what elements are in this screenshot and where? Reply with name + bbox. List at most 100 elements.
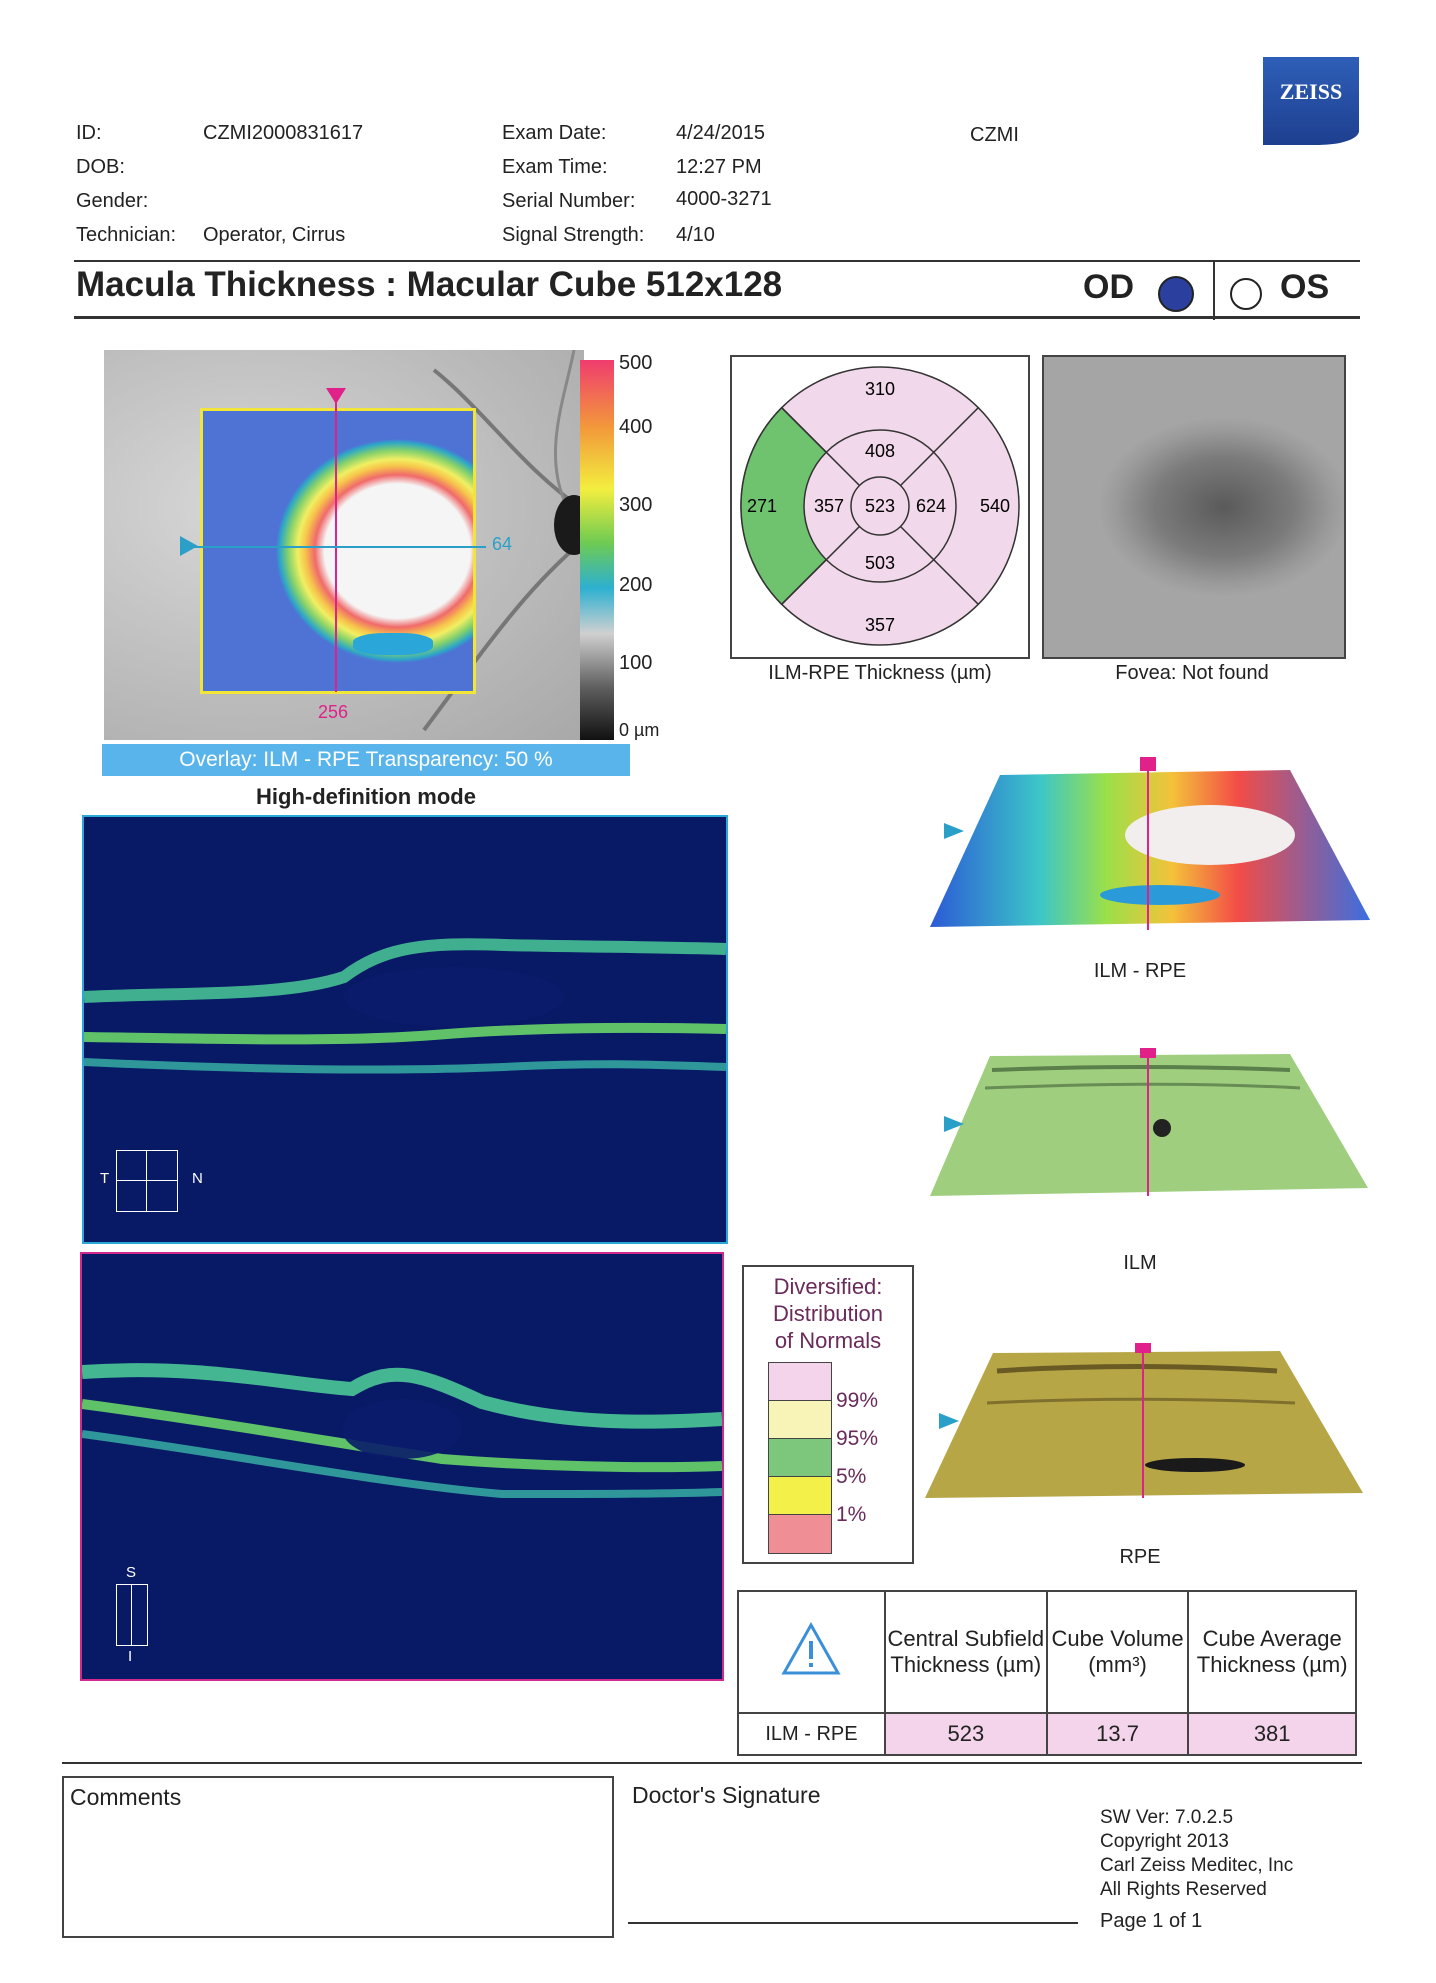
site-name: CZMI: [970, 124, 1019, 146]
comments-box[interactable]: Comments: [62, 1776, 614, 1938]
etdrs-inner-nasal: 624: [916, 496, 946, 516]
etdrs-inner-superior: 408: [865, 441, 895, 461]
os-unselected-icon[interactable]: [1230, 278, 1262, 310]
legend-level-95: 95%: [836, 1427, 879, 1450]
legend-swatch-yellow: [768, 1476, 832, 1516]
header-cube-volume: Cube Volume (mm³): [1045, 1590, 1190, 1714]
etdrs-inner-temporal: 357: [814, 496, 844, 516]
legend-level-1: 1%: [836, 1503, 867, 1526]
footer-rule: [62, 1762, 1362, 1764]
copyright: Copyright 2013: [1100, 1831, 1229, 1852]
orientation-box-si: [116, 1584, 148, 1646]
technician-value: Operator, Cirrus: [203, 224, 346, 246]
horizontal-marker-icon[interactable]: [180, 536, 200, 556]
ilm-rpe-3d-map[interactable]: [930, 755, 1370, 935]
value-central-subfield: 523: [883, 1712, 1048, 1756]
header-central-subfield: Central Subfield Thickness (µm): [883, 1590, 1048, 1714]
etdrs-outer-temporal: 271: [747, 496, 777, 516]
etdrs-outer-nasal: 540: [980, 496, 1010, 516]
eye-divider: [1213, 262, 1215, 320]
legend-title: Diversified: Distribution of Normals: [744, 1273, 912, 1354]
horizontal-scan-line: [186, 546, 486, 548]
comments-label: Comments: [70, 1784, 182, 1810]
exam-date-label: Exam Date:: [502, 122, 607, 144]
vertical-marker-icon[interactable]: [326, 388, 346, 406]
scale-label-500: 500: [619, 352, 653, 374]
thickness-overlay-map: [200, 408, 476, 694]
etdrs-center: 523: [865, 496, 895, 516]
page-number: Page 1 of 1: [1100, 1910, 1203, 1932]
fovea-caption: Fovea: Not found: [1115, 662, 1269, 684]
legend-title-line-1: Diversified:: [773, 1274, 883, 1299]
company: Carl Zeiss Meditec, Inc: [1100, 1855, 1294, 1876]
fovea-image: [1042, 355, 1346, 659]
value-cube-average: 381: [1187, 1712, 1357, 1756]
signature-label: Doctor's Signature: [632, 1782, 821, 1808]
legend-title-line-2: Distribution: [772, 1301, 884, 1326]
scale-label-0: 0 µm: [619, 720, 660, 740]
etdrs-inner-inferior: 503: [865, 553, 895, 573]
scale-label-200: 200: [619, 574, 653, 596]
legend-level-5: 5%: [836, 1465, 867, 1488]
legend-level-99: 99%: [836, 1389, 879, 1412]
serial-value: 4000-3271: [676, 188, 772, 210]
legend-swatch-green: [768, 1438, 832, 1478]
bscan-vertical-layers: [82, 1363, 722, 1499]
od-selected-icon[interactable]: [1158, 276, 1194, 312]
exam-time-value: 12:27 PM: [676, 156, 762, 178]
exam-date-value: 4/24/2015: [676, 122, 765, 144]
etdrs-caption: ILM-RPE Thickness (µm): [768, 662, 992, 684]
summary-row-label: ILM - RPE: [737, 1712, 886, 1756]
technician-label: Technician:: [76, 224, 177, 246]
gender-label: Gender:: [76, 190, 149, 212]
warning-cell: [737, 1590, 886, 1714]
scale-label-100: 100: [619, 652, 653, 674]
map-label-ilm: ILM: [1123, 1252, 1157, 1274]
orientation-superior: S: [126, 1564, 137, 1581]
scan-mode-label: High-definition mode: [256, 784, 476, 809]
scale-label-400: 400: [619, 416, 653, 438]
software-info: SW Ver: 7.0.2.5 Copyright 2013 Carl Zeis…: [1100, 1806, 1293, 1902]
ilm-3d-map[interactable]: [930, 1048, 1370, 1203]
overlay-info-bar[interactable]: Overlay: ILM - RPE Transparency: 50 %: [102, 744, 630, 776]
bscan-horizontal[interactable]: T N: [82, 815, 728, 1244]
legend-title-line-3: of Normals: [774, 1328, 882, 1353]
sw-version: SW Ver: 7.0.2.5: [1100, 1807, 1234, 1828]
legend-swatch-red: [768, 1514, 832, 1554]
rpe-3d-map[interactable]: [925, 1343, 1365, 1503]
etdrs-grid: 310 408 271 357 523 624 540 503 357: [740, 366, 1020, 646]
legend-swatch-light-yellow: [768, 1400, 832, 1440]
normals-legend: Diversified: Distribution of Normals 99%…: [742, 1265, 914, 1564]
legend-swatch-pink: [768, 1362, 832, 1402]
report-title: Macula Thickness : Macular Cube 512x128: [76, 265, 783, 304]
warning-icon: [781, 1621, 842, 1675]
orientation-temporal: T: [100, 1170, 110, 1187]
fundus-vessels: [422, 349, 594, 732]
overlay-cyst-region: [353, 633, 433, 655]
thickness-color-scale: [580, 360, 614, 740]
header-rule-bottom: [74, 316, 1360, 319]
dob-label: DOB:: [76, 156, 125, 178]
vertical-scan-line: [335, 392, 337, 692]
orientation-nasal: N: [192, 1170, 203, 1187]
signal-value: 4/10: [676, 224, 715, 246]
header-cube-average: Cube Average Thickness (µm): [1187, 1590, 1357, 1714]
etdrs-outer-inferior: 357: [865, 615, 895, 635]
value-cube-volume: 13.7: [1045, 1712, 1190, 1756]
orientation-box-tn: [116, 1150, 178, 1212]
bscan-vertical[interactable]: S I: [80, 1252, 724, 1681]
od-label: OD: [1083, 268, 1134, 306]
id-value: CZMI2000831617: [203, 122, 364, 144]
exam-time-label: Exam Time:: [502, 156, 608, 178]
serial-label: Serial Number:: [502, 190, 636, 212]
id-label: ID:: [76, 122, 102, 144]
signature-line[interactable]: [628, 1922, 1078, 1924]
scale-label-300: 300: [619, 494, 653, 516]
bscan-horizontal-layers: [84, 938, 726, 1074]
vertical-marker-value: 256: [318, 702, 349, 722]
zeiss-logo: ZEISS: [1263, 57, 1359, 145]
map-label-ilm-rpe: ILM - RPE: [1093, 960, 1187, 982]
rights: All Rights Reserved: [1100, 1879, 1267, 1900]
horizontal-marker-value: 64: [492, 534, 513, 554]
summary-table: Central Subfield Thickness (µm) Cube Vol…: [737, 1590, 1357, 1756]
